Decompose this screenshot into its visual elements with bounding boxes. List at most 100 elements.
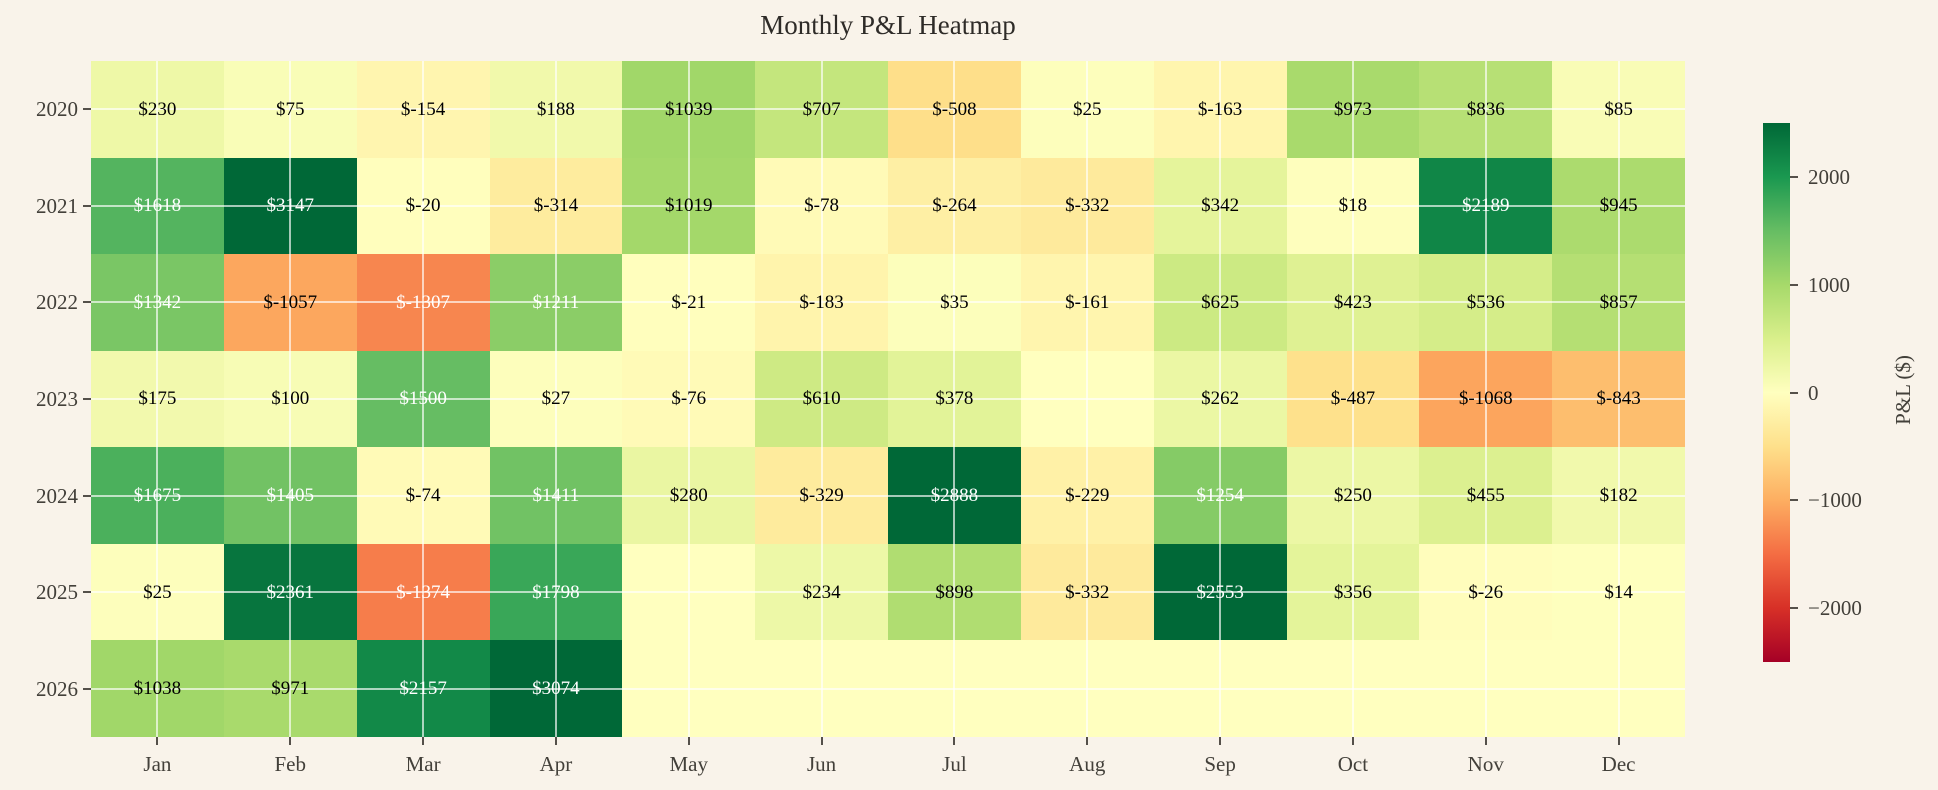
cell-value-label: $3074	[532, 678, 580, 700]
x-tick-label: Jun	[806, 752, 837, 776]
x-tick-mark	[1219, 737, 1222, 745]
x-tick-label: Jul	[942, 752, 967, 776]
x-tick-mark	[1484, 737, 1487, 745]
cell-value-label: $-332	[1065, 195, 1110, 217]
colorbar	[1763, 123, 1790, 662]
colorbar-tick-label: 2000	[1808, 164, 1850, 189]
cell-value-label: $-314	[533, 195, 579, 217]
x-tick-mark	[687, 737, 690, 745]
cell-value-label: $1798	[532, 581, 580, 603]
cell-value-label: $182	[1599, 485, 1638, 507]
cell-value-label: $-329	[799, 485, 844, 507]
gridline-horizontal	[91, 204, 1685, 207]
cell-value-label: $-1057	[263, 291, 318, 313]
y-tick-mark	[83, 301, 91, 304]
cell-value-label: $1019	[664, 195, 713, 217]
cell-value-label: $175	[138, 388, 177, 410]
cell-value-label: $-487	[1330, 388, 1376, 410]
colorbar-tick-mark	[1790, 499, 1798, 502]
x-tick-mark	[1617, 737, 1620, 745]
cell-value-label: $945	[1599, 195, 1638, 217]
x-tick-label: Sep	[1204, 752, 1236, 776]
cell-value-label: $1254	[1196, 485, 1244, 507]
colorbar-tick-label: −1000	[1808, 488, 1862, 513]
cell-value-label: $85	[1604, 98, 1633, 120]
cell-value-label: $1405	[266, 485, 314, 507]
colorbar-tick-label: 0	[1808, 380, 1819, 405]
x-tick-mark	[289, 737, 292, 745]
cell-value-label: $971	[271, 678, 310, 700]
cell-value-label: $3147	[266, 195, 314, 217]
cell-value-label: $455	[1466, 485, 1505, 507]
x-tick-mark	[820, 737, 823, 745]
x-tick-label: Jan	[143, 752, 172, 776]
y-tick-mark	[83, 108, 91, 111]
x-tick-label: Feb	[274, 752, 307, 776]
x-tick-label: Dec	[1601, 752, 1636, 776]
cell-value-label: $-20	[405, 195, 441, 217]
x-tick-mark	[1351, 737, 1354, 745]
cell-value-label: $262	[1201, 388, 1240, 410]
cell-value-label: $250	[1333, 485, 1372, 507]
gridline-horizontal	[91, 398, 1685, 400]
cell-value-label: $625	[1201, 291, 1240, 313]
cell-value-label: $-154	[400, 98, 446, 120]
cell-value-label: $2361	[266, 581, 314, 603]
gridline-horizontal	[91, 687, 1685, 690]
cell-value-label: $-78	[804, 195, 839, 217]
cell-value-label: $610	[802, 388, 841, 410]
y-tick-mark	[83, 494, 91, 497]
cell-value-label: $27	[541, 388, 571, 410]
colorbar-tick-mark	[1790, 175, 1798, 178]
cell-value-label: $378	[935, 388, 974, 410]
colorbar-tick-label: 1000	[1808, 272, 1850, 297]
cell-value-label: $1411	[532, 485, 580, 507]
cell-value-label: $-332	[1065, 581, 1110, 603]
cell-value-label: $-161	[1065, 291, 1110, 313]
cell-value-label: $2157	[399, 678, 447, 700]
cell-value-label: $2553	[1196, 581, 1244, 603]
cell-value-label: $-21	[671, 291, 707, 313]
cell-value-label: $234	[802, 581, 841, 603]
y-tick-label: 2023	[36, 387, 78, 411]
gridline-horizontal	[91, 301, 1685, 304]
x-tick-mark	[1086, 737, 1089, 745]
y-tick-mark	[83, 687, 91, 690]
colorbar-tick-mark	[1790, 607, 1798, 610]
x-tick-mark	[953, 737, 956, 745]
x-tick-label: Nov	[1467, 752, 1504, 776]
cell-value-label: $14	[1604, 581, 1633, 603]
heatmap-plot-area: $230 $75 $-154 $188 $1039 $707 $-508 $25 $-163 $9…	[91, 61, 1686, 738]
x-tick-mark	[156, 737, 159, 745]
colorbar-tick-mark	[1790, 283, 1798, 286]
colorbar-axis-label: P&L ($)	[1891, 355, 1915, 425]
cell-value-label: $1618	[133, 195, 182, 217]
cell-value-label: $1342	[133, 291, 182, 313]
cell-value-label: $100	[271, 388, 310, 410]
cell-value-label: $75	[275, 98, 305, 120]
y-tick-mark	[83, 204, 91, 207]
y-tick-label: 2025	[36, 580, 78, 605]
colorbar-tick-label: −2000	[1808, 596, 1862, 621]
cell-value-label: $25	[1072, 98, 1102, 120]
cell-value-label: $-229	[1065, 485, 1110, 507]
cell-value-label: $1039	[664, 98, 713, 120]
cell-value-label: $536	[1466, 291, 1505, 313]
cell-value-label: $188	[536, 98, 575, 120]
x-tick-label: May	[669, 752, 709, 776]
y-tick-label: 2021	[36, 193, 78, 218]
chart-title: Monthly P&L Heatmap	[760, 10, 1016, 40]
cell-value-label: $18	[1338, 195, 1368, 217]
cell-value-label: $342	[1201, 195, 1240, 217]
cell-value-label: $836	[1466, 98, 1505, 120]
cell-value-label: $25	[143, 581, 172, 603]
cell-value-label: $-264	[932, 195, 977, 217]
y-tick-label: 2022	[36, 290, 78, 315]
x-tick-label: Aug	[1069, 752, 1106, 776]
gridline-horizontal	[91, 591, 1685, 594]
cell-value-label: $-163	[1197, 98, 1243, 120]
cell-value-label: $35	[940, 291, 969, 313]
y-tick-label: 2026	[36, 676, 78, 701]
x-tick-label: Apr	[539, 752, 573, 776]
